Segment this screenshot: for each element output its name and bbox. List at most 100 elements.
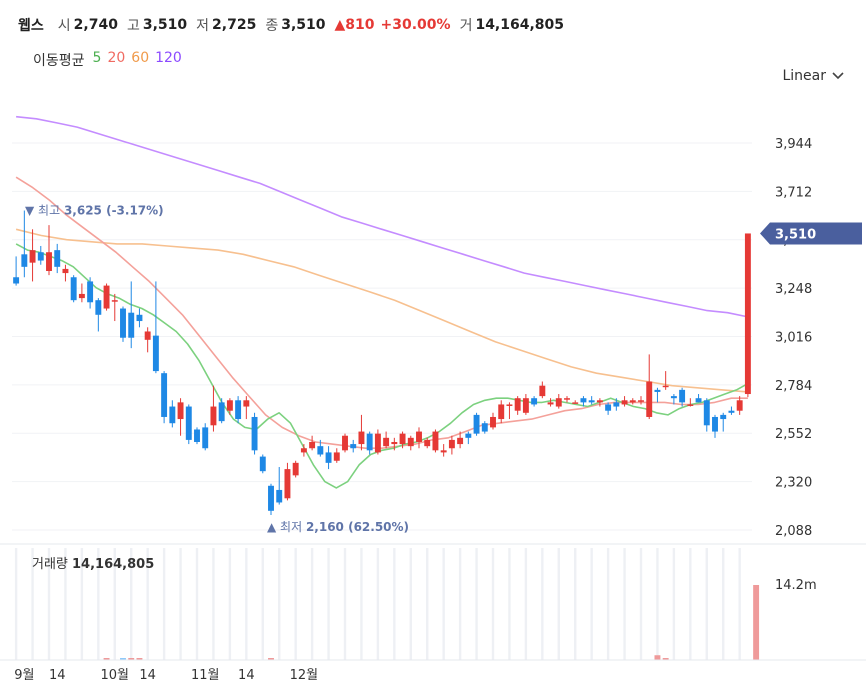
candle-body [152, 335, 159, 372]
y-tick-label: 2,088 [775, 524, 812, 539]
volume-bar [136, 658, 143, 660]
candle-body [564, 398, 570, 400]
candle-body [465, 433, 472, 438]
scale-selector-label: Linear [782, 68, 826, 84]
candle-body [720, 414, 727, 420]
candle-body [350, 444, 357, 449]
candle-body [555, 398, 562, 407]
candle-body [218, 402, 225, 422]
candle-body [136, 314, 143, 322]
volume-bar [103, 658, 110, 660]
candle-body [120, 308, 126, 338]
candle-body [177, 402, 184, 420]
candle-body [391, 441, 398, 445]
candle-body [226, 400, 233, 411]
candle-body [276, 489, 283, 503]
candle-body [325, 452, 332, 463]
volume-label: 거 [459, 18, 473, 34]
high-label: 고 [126, 18, 140, 34]
candle-body [243, 400, 250, 407]
candle-body [490, 416, 496, 428]
candle-body [580, 398, 587, 403]
min-price-value: 2,160 (62.50%) [306, 520, 409, 534]
volume-bar [662, 658, 669, 660]
current-price-tag [760, 222, 862, 245]
candle-body [383, 437, 390, 447]
candle-body [128, 312, 135, 338]
candle-body [185, 406, 192, 440]
max-price-annotation: ▼ 최고 3,625 (-3.17%) [25, 203, 164, 217]
candle-body [111, 300, 118, 302]
current-price-label: 3,510 [775, 227, 816, 242]
candle-body [21, 254, 28, 267]
volume-axis-label: 14.2m [775, 578, 817, 593]
candle-body [498, 404, 505, 420]
close-value: 3,510 [281, 17, 326, 33]
candle-body [448, 439, 455, 449]
candle-body [473, 414, 480, 434]
candle-body [169, 406, 176, 424]
candle-body [695, 398, 702, 403]
candle-body [235, 400, 242, 420]
max-price-value: 3,625 (-3.17%) [64, 203, 164, 217]
ma-120-label[interactable]: 120 [155, 50, 182, 66]
ma-20-label[interactable]: 20 [107, 50, 126, 66]
ma-60-label[interactable]: 60 [131, 50, 150, 66]
candle-body [54, 250, 61, 267]
open-label: 시 [57, 18, 71, 34]
candle-body [687, 404, 694, 406]
candle-body [736, 400, 743, 411]
candle-body [268, 485, 274, 511]
scale-selector[interactable]: Linear [782, 68, 844, 84]
candle-body [506, 404, 513, 406]
candle-body [424, 439, 431, 447]
candle-body [317, 446, 324, 455]
volume-title: 거래량 14,164,805 [32, 557, 154, 572]
candle-body [588, 400, 595, 403]
y-tick-label: 2,784 [775, 379, 812, 394]
candle-body [95, 300, 102, 315]
candle-body [161, 373, 168, 417]
candle-body [432, 431, 439, 451]
y-tick-label: 2,320 [775, 476, 812, 491]
min-price-annotation: ▲ 최저 2,160 (62.50%) [267, 520, 409, 534]
chevron-down-icon [832, 68, 844, 84]
candle-body [374, 433, 381, 453]
candle-body [416, 431, 422, 442]
candle-body [670, 396, 677, 399]
candle-body [46, 252, 52, 271]
candle-body [37, 252, 44, 261]
volume-bar [753, 585, 760, 660]
candle-body [621, 400, 628, 405]
y-tick-label: 2,552 [775, 427, 812, 442]
y-tick-label: 3,944 [775, 137, 812, 152]
x-tick-label: 10월 [101, 668, 130, 683]
candle-body [744, 233, 751, 395]
candle-body [194, 429, 200, 442]
candle-body [342, 435, 348, 451]
volume-bar [268, 658, 274, 660]
low-label: 저 [196, 18, 210, 34]
x-tick-label: 9월 [14, 668, 34, 683]
candle-body [399, 433, 406, 445]
candle-body [572, 402, 579, 404]
candle-body [284, 469, 291, 499]
candle-body [202, 427, 209, 449]
x-tick-label: 14 [139, 668, 156, 683]
candle-body [531, 398, 538, 405]
volume-bar [120, 658, 126, 660]
volume-bar [654, 655, 661, 660]
ma-5-label[interactable]: 5 [92, 50, 102, 66]
candle-body [358, 431, 365, 445]
stock-name: 웹스 [18, 18, 44, 34]
candle-body [251, 416, 258, 451]
candle-body [309, 441, 316, 449]
candle-body [144, 331, 151, 340]
candle-body [29, 250, 36, 263]
x-tick-label: 12월 [290, 668, 319, 683]
candle-body [300, 448, 307, 453]
candle-body [78, 293, 85, 299]
ma-5-line [15, 243, 749, 489]
candle-body [87, 281, 94, 303]
